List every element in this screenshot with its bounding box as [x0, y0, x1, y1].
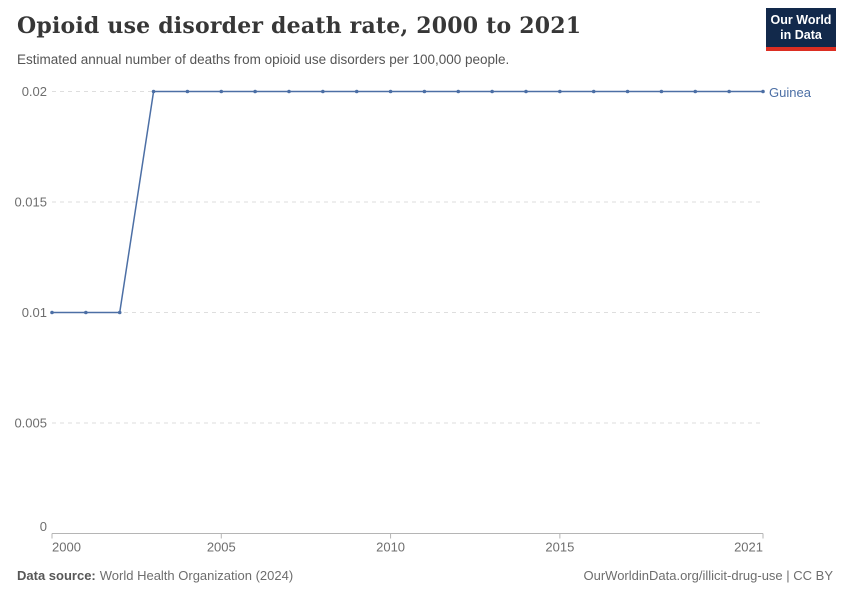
- data-point-guinea-2021[interactable]: [761, 89, 765, 94]
- data-point-guinea-2020[interactable]: [727, 89, 731, 94]
- data-source-text: World Health Organization (2024): [99, 568, 294, 583]
- logo-text-line2: in Data: [780, 28, 822, 42]
- license-link[interactable]: OurWorldinData.org/illicit-drug-use | CC…: [583, 568, 834, 583]
- data-source-note: Data source: World Health Organization (2…: [17, 568, 293, 583]
- owid-logo: Our World in Data: [766, 8, 836, 51]
- y-tick-label-0.005: 0.005: [14, 416, 47, 431]
- x-tick-label-2005: 2005: [207, 540, 236, 555]
- data-point-guinea-2003[interactable]: [151, 89, 156, 94]
- x-tick-label-2010: 2010: [376, 540, 405, 555]
- x-tick-label-2015: 2015: [545, 540, 574, 555]
- data-point-guinea-2015[interactable]: [558, 89, 562, 94]
- data-point-guinea-2011[interactable]: [422, 89, 427, 94]
- data-point-guinea-2014[interactable]: [524, 89, 528, 94]
- y-tick-label-0: 0: [40, 519, 47, 534]
- y-tick-label-0.02: 0.02: [22, 84, 47, 99]
- data-point-guinea-2007[interactable]: [287, 89, 291, 94]
- data-point-guinea-2006[interactable]: [253, 89, 257, 94]
- y-tick-label-0.01: 0.01: [22, 305, 47, 320]
- logo-text-line1: Our World: [770, 13, 832, 27]
- data-point-guinea-2019[interactable]: [693, 89, 698, 94]
- data-point-guinea-2018[interactable]: [659, 89, 664, 94]
- chart-footer: Data source: World Health Organization (2…: [17, 568, 833, 583]
- data-point-guinea-2012[interactable]: [456, 89, 461, 94]
- x-tick-label-2021: 2021: [734, 540, 763, 555]
- data-source-label: Data source:: [17, 568, 96, 583]
- data-point-guinea-2010[interactable]: [388, 89, 393, 94]
- data-point-guinea-2000[interactable]: [50, 310, 54, 315]
- data-point-guinea-2008[interactable]: [321, 89, 325, 94]
- x-tick-label-2000: 2000: [52, 540, 81, 555]
- chart-subtitle: Estimated annual number of deaths from o…: [17, 52, 510, 67]
- data-point-guinea-2002[interactable]: [117, 310, 122, 315]
- data-line-guinea: [51, 90, 764, 314]
- data-point-guinea-2017[interactable]: [625, 89, 630, 94]
- series-label-guinea[interactable]: Guinea: [769, 84, 811, 100]
- data-point-guinea-2016[interactable]: [591, 89, 596, 94]
- data-point-guinea-2001[interactable]: [84, 310, 88, 315]
- data-point-guinea-2004[interactable]: [185, 89, 190, 94]
- data-point-guinea-2005[interactable]: [219, 89, 224, 94]
- y-tick-label-0.015: 0.015: [14, 195, 47, 210]
- data-point-guinea-2013[interactable]: [490, 89, 494, 94]
- page-title: Opioid use disorder death rate, 2000 to …: [17, 13, 582, 39]
- data-point-guinea-2009[interactable]: [354, 89, 359, 94]
